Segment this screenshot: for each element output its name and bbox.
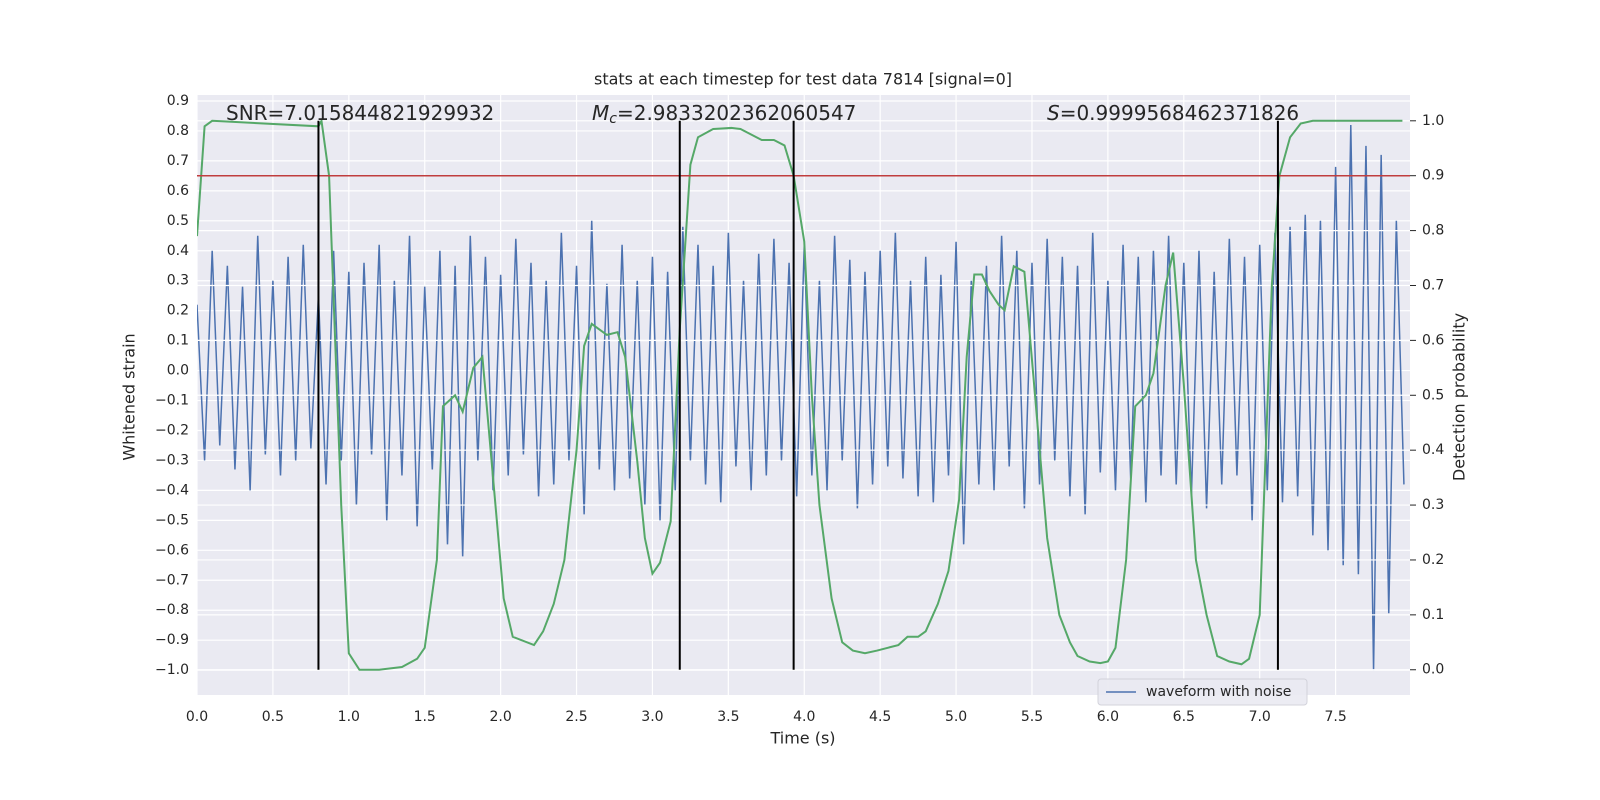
y-tick-label: 0.0: [167, 363, 189, 379]
annotation-symbol: M: [592, 101, 609, 125]
annotation: Mc=2.9833202362060547: [592, 101, 856, 128]
y2-tick-label: 0.3: [1422, 497, 1444, 513]
y-tick-label: 0.3: [167, 273, 189, 289]
y-tick-label: −0.6: [155, 542, 189, 558]
y2-axis-label: Detection probability: [1450, 313, 1469, 481]
y2-tick-label: 0.9: [1422, 168, 1444, 184]
y-tick-label: −0.1: [155, 393, 189, 409]
y-tick-label: 0.6: [167, 183, 189, 199]
y-tick-label: −0.9: [155, 632, 189, 648]
x-tick-label: 1.5: [414, 709, 436, 725]
y2-tick-label: 0.1: [1422, 607, 1444, 623]
x-tick-label: 1.0: [338, 709, 360, 725]
probability-line: [197, 117, 1403, 671]
x-tick-label: 3.0: [641, 709, 663, 725]
x-tick-label: 2.5: [565, 709, 587, 725]
annotation: S=0.9999568462371826: [1047, 101, 1299, 125]
annotation-subscript: c: [609, 111, 617, 127]
chart-title: stats at each timestep for test data 781…: [594, 70, 1012, 89]
y-tick-label: −0.2: [155, 422, 189, 438]
annotation-text: =0.9999568462371826: [1060, 101, 1299, 125]
y-tick-label: −0.3: [155, 452, 189, 468]
y-tick-label: 0.1: [167, 333, 189, 349]
y-tick-label: −0.4: [155, 482, 189, 498]
x-tick-label: 3.5: [717, 709, 739, 725]
x-tick-label: 0.5: [262, 709, 284, 725]
y2-tick-label: 0.5: [1422, 387, 1444, 403]
y2-tick-label: 0.6: [1422, 332, 1444, 348]
x-tick-label: 4.0: [793, 709, 815, 725]
annotation-text: SNR=7.015844821929932: [226, 101, 494, 125]
x-tick-label: 6.0: [1097, 709, 1119, 725]
y-tick-label: −0.5: [155, 512, 189, 528]
annotation-text: =2.9833202362060547: [617, 101, 856, 125]
y2-tick-label: 0.8: [1422, 223, 1444, 239]
y-tick-label: −0.7: [155, 572, 189, 588]
waveform-line: [197, 124, 1405, 671]
legend-label: waveform with noise: [1146, 684, 1291, 700]
y2-tick-label: 0.2: [1422, 552, 1444, 568]
y-tick-label: 0.4: [167, 243, 189, 259]
y-tick-label: 0.7: [167, 153, 189, 169]
x-tick-label: 2.0: [489, 709, 511, 725]
y-tick-label: 0.9: [167, 93, 189, 109]
x-tick-label: 5.0: [945, 709, 967, 725]
annotation: SNR=7.015844821929932: [226, 101, 494, 125]
y-tick-label: 0.2: [167, 303, 189, 319]
y2-tick-label: 1.0: [1422, 113, 1444, 129]
y-tick-label: 0.5: [167, 213, 189, 229]
x-tick-label: 7.5: [1324, 709, 1346, 725]
x-tick-label: 5.5: [1021, 709, 1043, 725]
y-axis-label: Whitened strain: [120, 333, 139, 460]
x-tick-label: 4.5: [869, 709, 891, 725]
annotation-symbol: S: [1047, 101, 1060, 125]
x-tick-label: 6.5: [1173, 709, 1195, 725]
y2-tick-label: 0.7: [1422, 277, 1444, 293]
y-tick-label: −1.0: [155, 662, 189, 678]
y2-tick-label: 0.4: [1422, 442, 1444, 458]
x-tick-label: 7.0: [1249, 709, 1271, 725]
y-tick-label: −0.8: [155, 602, 189, 618]
overlay: [1410, 120, 1416, 671]
legend-box: [1097, 678, 1308, 706]
y2-tick-label: 0.0: [1422, 662, 1444, 678]
y-tick-label: 0.8: [167, 123, 189, 139]
x-axis-label: Time (s): [769, 729, 835, 748]
plot-area: [197, 117, 1410, 671]
x-tick-label: 0.0: [186, 709, 208, 725]
